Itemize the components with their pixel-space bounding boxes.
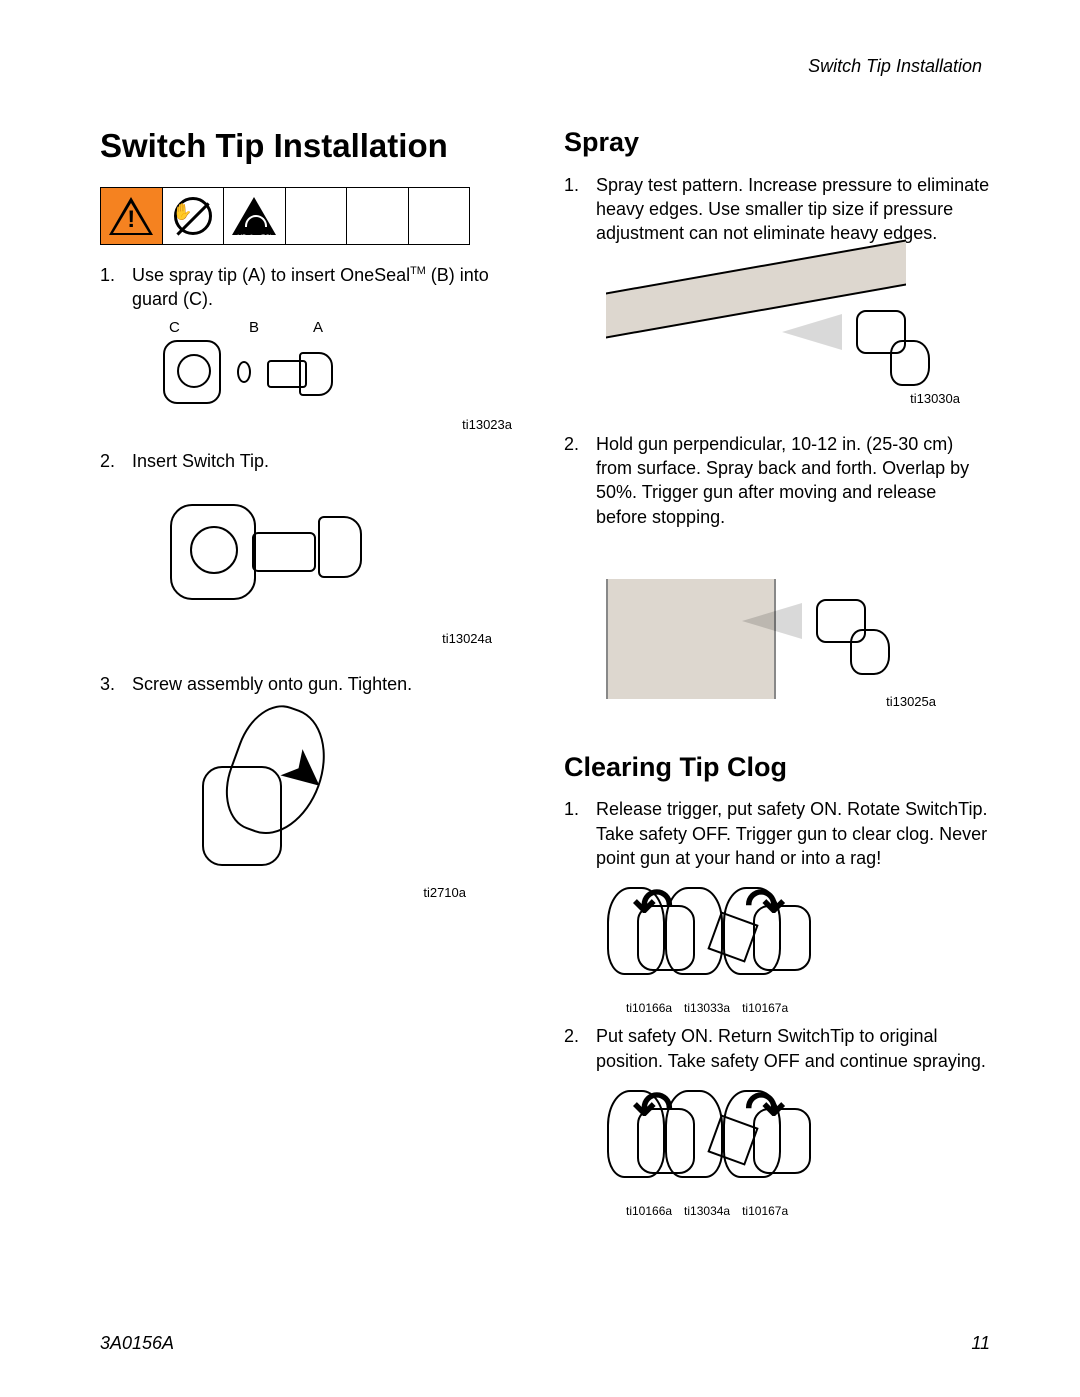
clog-step2-text: Put safety ON. Return SwitchTip to origi… xyxy=(596,1026,986,1070)
warning-strip: ! ✋ MPa/bar/PSI xyxy=(100,187,470,245)
spray-heading: Spray xyxy=(564,124,990,160)
warning-alert-icon: ! xyxy=(101,188,163,244)
install-step-2: Insert Switch Tip. ti13024a xyxy=(100,449,526,653)
doc-number: 3A0156A xyxy=(100,1331,174,1355)
caption-ti13030a: ti13030a xyxy=(910,390,960,408)
step3-text: Screw assembly onto gun. Tighten. xyxy=(132,674,412,694)
clog2-thumbs: ↶ ti10166a ti13034a xyxy=(626,1083,990,1219)
clog-heading: Clearing Tip Clog xyxy=(564,749,990,785)
trademark: TM xyxy=(410,265,426,277)
right-column: Spray Spray test pattern. Increase press… xyxy=(564,124,990,1227)
label-a: A xyxy=(313,318,323,338)
figure-ti13023a: C B A ti13023a xyxy=(162,321,526,431)
spray-step-2: Hold gun perpendicular, 10-12 in. (25-30… xyxy=(564,432,990,719)
illus-guard xyxy=(163,340,221,404)
clog-step1-text: Release trigger, put safety ON. Rotate S… xyxy=(596,799,988,868)
illus-spray-test xyxy=(606,256,966,406)
step1-text-pre: Use spray tip (A) to insert OneSeal xyxy=(132,265,410,285)
warning-empty-1 xyxy=(286,188,348,244)
figure-ti13025a: ti13025a xyxy=(606,539,990,719)
illus-handgun: ➤ xyxy=(162,706,352,916)
illus-seal xyxy=(237,361,251,383)
illus-tip xyxy=(267,350,333,394)
caption-ti13023a: ti13023a xyxy=(462,416,512,434)
page-number: 11 xyxy=(971,1331,990,1355)
warning-no-hand-icon: ✋ xyxy=(163,188,225,244)
caption-ti2710a: ti2710a xyxy=(423,884,466,902)
caption-ti13025a: ti13025a xyxy=(886,693,936,711)
left-column: Switch Tip Installation ! ✋ MPa/bar/PSI xyxy=(100,124,526,1227)
clog-step-1: Release trigger, put safety ON. Rotate S… xyxy=(564,797,990,1016)
spray-step2-text: Hold gun perpendicular, 10-12 in. (25-30… xyxy=(596,434,969,527)
clog-steps: Release trigger, put safety ON. Rotate S… xyxy=(564,797,990,1219)
cap-ti10167a: ti10167a xyxy=(742,1000,788,1016)
spray-step1-text: Spray test pattern. Increase pressure to… xyxy=(596,175,989,244)
label-c: C xyxy=(169,318,180,338)
illus-spray-perp xyxy=(606,539,966,689)
page-footer: 3A0156A 11 xyxy=(100,1331,990,1355)
caption-ti13024a: ti13024a xyxy=(442,630,492,648)
warning-empty-2 xyxy=(347,188,409,244)
install-step-3: Screw assembly onto gun. Tighten. ➤ ti27… xyxy=(100,672,526,936)
warning-pressure-icon: MPa/bar/PSI xyxy=(224,188,286,244)
page-title: Switch Tip Installation xyxy=(100,124,526,169)
install-steps: Use spray tip (A) to insert OneSealTM (B… xyxy=(100,263,526,936)
illus-assembled xyxy=(162,484,362,634)
cap2-ti10166a: ti10166a xyxy=(626,1203,672,1219)
cap-ti10166a: ti10166a xyxy=(626,1000,672,1016)
figure-ti13030a: ti13030a xyxy=(606,256,990,414)
thumb-ti10167a: ↷ xyxy=(742,880,788,998)
figure-ti2710a: ➤ ti2710a xyxy=(162,706,526,936)
cap-ti13033a: ti13033a xyxy=(684,1000,730,1016)
clog1-thumbs: ↶ ti10166a ti13033a xyxy=(626,880,990,1016)
thumb2-ti10167a: ↷ xyxy=(742,1083,788,1201)
warning-empty-3 xyxy=(409,188,470,244)
spray-step-1: Spray test pattern. Increase pressure to… xyxy=(564,173,990,414)
spray-steps: Spray test pattern. Increase pressure to… xyxy=(564,173,990,719)
step2-text: Insert Switch Tip. xyxy=(132,451,269,471)
clog-step-2: Put safety ON. Return SwitchTip to origi… xyxy=(564,1024,990,1219)
cap2-ti10167a: ti10167a xyxy=(742,1203,788,1219)
cap-ti13034a: ti13034a xyxy=(684,1203,730,1219)
label-b: B xyxy=(249,318,259,338)
install-step-1: Use spray tip (A) to insert OneSealTM (B… xyxy=(100,263,526,432)
gauge-label: MPa/bar/PSI xyxy=(237,234,271,242)
running-header: Switch Tip Installation xyxy=(100,54,990,78)
figure-ti13024a: ti13024a xyxy=(162,484,526,654)
